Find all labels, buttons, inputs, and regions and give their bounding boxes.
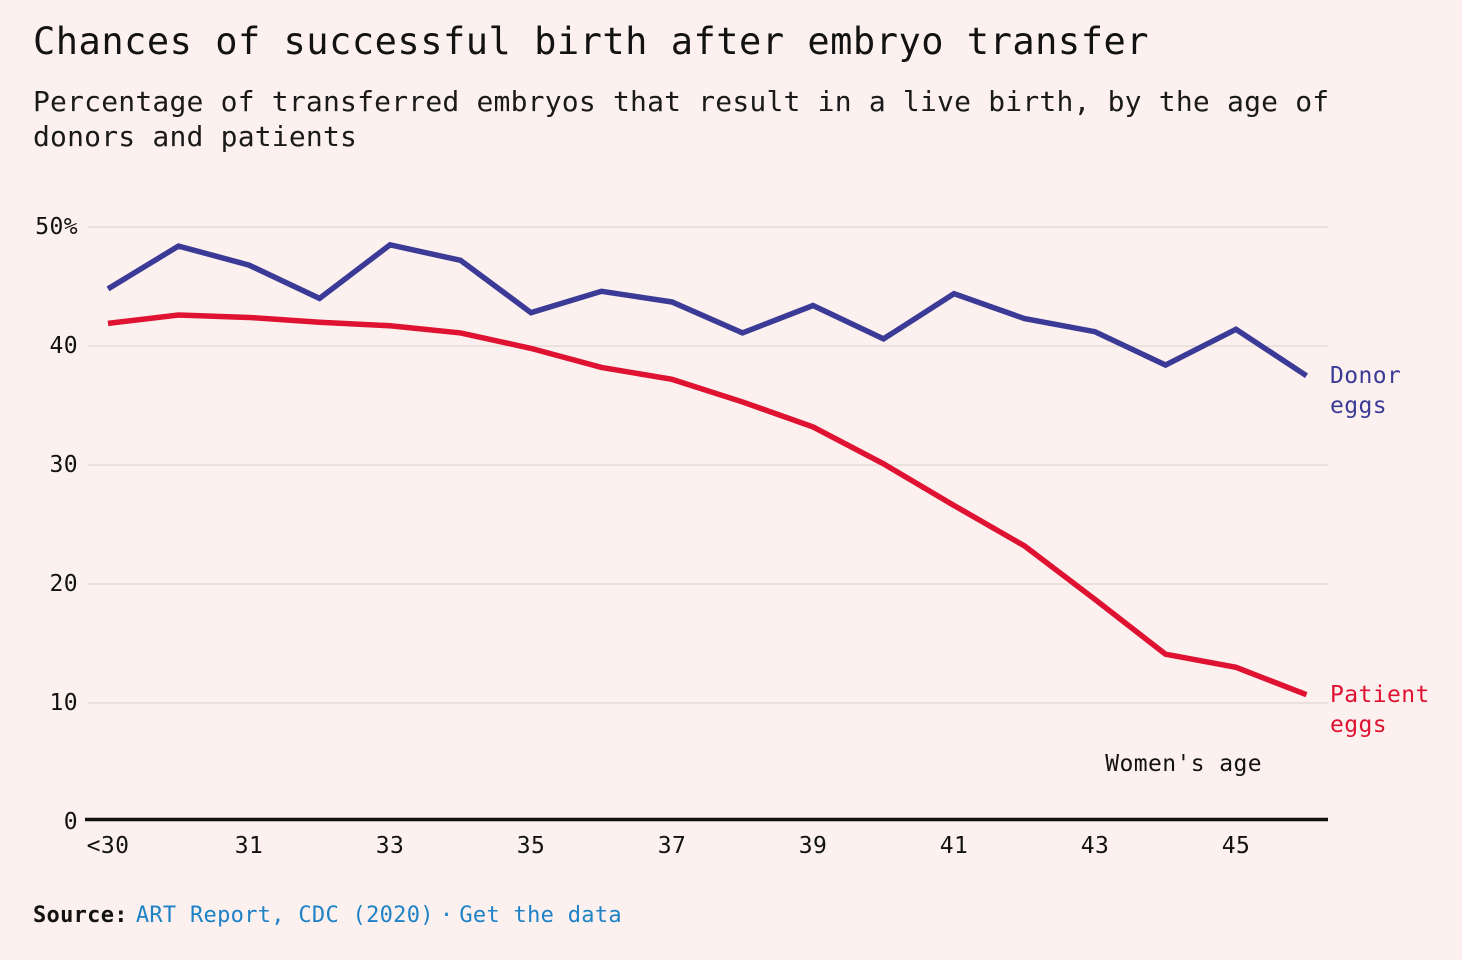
source-label: Source: <box>33 903 128 928</box>
source-link[interactable]: ART Report, CDC (2020) <box>135 903 434 928</box>
series-line-patient-eggs <box>107 312 1308 698</box>
y-axis-tick-label: 30 <box>49 452 78 478</box>
x-axis-tick-label: 45 <box>1221 833 1251 859</box>
x-axis-tick-label: 35 <box>516 833 546 859</box>
series-line-donor-eggs <box>106 241 1309 379</box>
source-row: Source: ART Report, CDC (2020) · Get the da… <box>33 903 1333 928</box>
chart-title: Chances of successful birth after embryo… <box>33 20 1150 63</box>
y-axis-tick-label: 40 <box>49 333 78 359</box>
x-axis-tick-label: 33 <box>375 833 405 859</box>
series-label-patient-eggs: Patient eggs <box>1330 681 1430 738</box>
x-axis-title: Women's age <box>1105 751 1262 777</box>
y-axis-tick-label: 10 <box>49 690 78 716</box>
get-the-data-link[interactable]: Get the data <box>459 903 622 928</box>
chart-subtitle: Percentage of transferred embryos that r… <box>33 85 1330 153</box>
series-label-donor-eggs: Donor eggs <box>1330 362 1402 419</box>
x-axis-tick-label: 39 <box>798 833 828 859</box>
x-axis-tick-label: 37 <box>657 833 687 859</box>
x-axis-tick-label: <30 <box>86 833 130 859</box>
source-separator: · <box>439 903 454 928</box>
y-axis-tick-label: 50% <box>35 214 78 240</box>
x-axis-tick-label: 41 <box>939 833 969 859</box>
x-axis-tick-label: 31 <box>234 833 264 859</box>
y-axis-tick-label: 20 <box>49 571 78 597</box>
y-axis-tick-label: 0 <box>63 809 78 835</box>
x-axis-tick-label: 43 <box>1080 833 1110 859</box>
